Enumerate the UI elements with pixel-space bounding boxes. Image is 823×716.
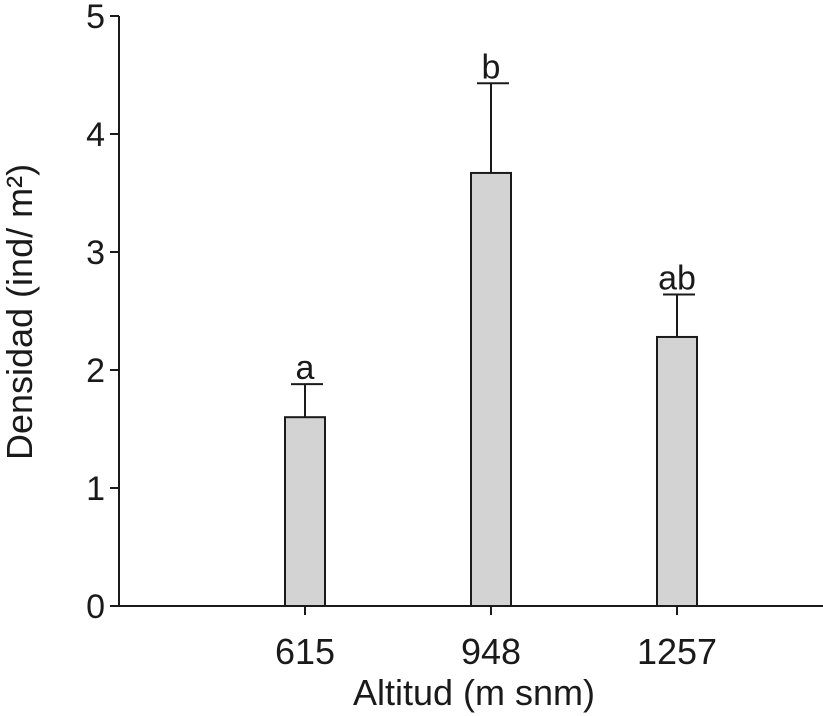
y-axis-title: Densidad (ind/ m²) xyxy=(0,164,40,460)
error-bars xyxy=(291,82,695,418)
x-axis-title: Altitud (m snm) xyxy=(353,672,595,713)
error-bar-1257 xyxy=(663,293,695,337)
significance-label-615: a xyxy=(296,349,315,387)
y-tick-label: 4 xyxy=(86,116,105,154)
bar-1257 xyxy=(656,335,698,607)
x-axis-tick-labels: 615 948 1257 xyxy=(275,606,717,672)
bar-615 xyxy=(284,416,326,608)
x-tick-label-948: 948 xyxy=(461,631,521,672)
error-bar-948 xyxy=(477,82,509,173)
x-tick-label-615: 615 xyxy=(275,631,335,672)
bar-948 xyxy=(470,171,512,607)
y-axis-ticks: 0 1 2 3 4 5 xyxy=(86,0,119,626)
x-tick-label-1257: 1257 xyxy=(637,631,717,672)
y-tick-label: 5 xyxy=(86,0,105,36)
y-tick-label: 3 xyxy=(86,234,105,272)
y-tick-label: 0 xyxy=(86,588,105,626)
significance-label-948: b xyxy=(482,48,501,86)
bars xyxy=(284,171,698,608)
significance-label-1257: ab xyxy=(658,259,696,297)
error-bar-615 xyxy=(291,383,323,418)
y-tick-label: 1 xyxy=(86,470,105,508)
y-tick-label: 2 xyxy=(86,352,105,390)
